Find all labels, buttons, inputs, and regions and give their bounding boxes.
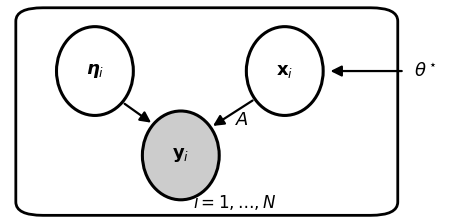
Text: $\theta^\star$: $\theta^\star$: [413, 62, 436, 80]
Text: $\boldsymbol{\eta}_i$: $\boldsymbol{\eta}_i$: [86, 62, 104, 80]
Text: $A$: $A$: [234, 111, 249, 129]
FancyBboxPatch shape: [16, 8, 397, 215]
Ellipse shape: [246, 27, 322, 115]
Text: $\mathbf{x}_i$: $\mathbf{x}_i$: [276, 62, 293, 80]
Text: $i = 1, \ldots, N$: $i = 1, \ldots, N$: [193, 192, 276, 212]
Text: $\mathbf{y}_i$: $\mathbf{y}_i$: [172, 146, 189, 165]
Ellipse shape: [56, 27, 133, 115]
Ellipse shape: [142, 111, 219, 200]
